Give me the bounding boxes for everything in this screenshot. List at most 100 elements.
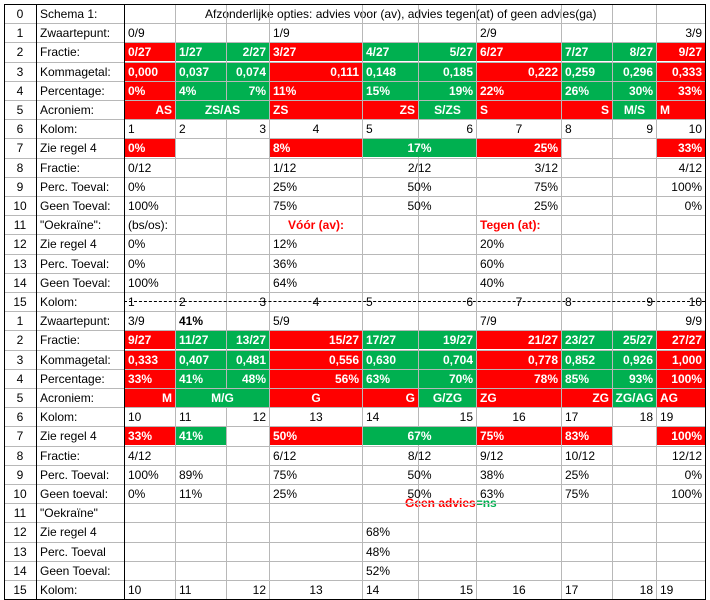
table-cell[interactable]: 6/12 [273,449,297,463]
row-index[interactable]: 6 [16,410,24,424]
table-cell[interactable]: 100% [671,180,702,194]
table-cell[interactable]: 0,000 [125,63,175,81]
row-index[interactable]: 10 [13,487,27,501]
table-cell[interactable]: 18 [639,410,653,424]
table-cell[interactable]: G [363,389,418,407]
table-cell[interactable]: 64% [273,276,298,290]
table-cell[interactable]: 30% [613,82,656,100]
table-cell[interactable]: 2/27 [227,43,269,61]
row-index[interactable]: 1 [16,314,24,328]
table-cell[interactable]: 12% [273,237,298,251]
row-index[interactable]: 9 [16,180,24,194]
table-cell[interactable]: 2/12 [407,161,432,175]
table-cell[interactable]: 2/9 [480,26,497,40]
table-cell[interactable]: 10 [128,583,142,597]
row-label[interactable]: Kommagetal: [40,65,111,79]
table-cell[interactable]: 33% [125,370,175,388]
table-cell[interactable]: 33% [657,139,705,157]
row-label[interactable]: Percentage: [40,84,105,98]
table-cell[interactable]: 75% [533,180,558,194]
table-cell[interactable]: S [477,101,561,119]
table-cell[interactable]: 1/12 [273,161,297,175]
row-label[interactable]: Kolom: [40,122,78,136]
table-cell[interactable]: 25% [273,487,298,501]
table-cell[interactable]: 67% [363,427,476,445]
table-cell[interactable]: 0% [128,257,146,271]
table-cell[interactable]: Tegen (at): [480,218,541,232]
table-cell[interactable]: 4/27 [363,43,418,61]
table-cell[interactable]: 7 [515,295,523,309]
table-cell[interactable]: 0,704 [419,351,476,369]
table-cell[interactable]: 0/27 [125,43,175,61]
table-cell[interactable]: 0% [684,468,702,482]
table-cell[interactable]: 10 [688,295,702,309]
table-cell[interactable]: 3/27 [270,43,362,61]
table-cell[interactable]: S/ZS [419,101,476,119]
row-label[interactable]: Kolom: [40,583,78,597]
table-cell[interactable]: 25/27 [613,331,656,349]
table-cell[interactable]: 100% [128,199,159,213]
table-cell[interactable]: 20% [480,237,505,251]
row-index[interactable]: 2 [16,333,24,347]
table-cell[interactable]: 63% [480,487,505,501]
table-cell[interactable]: AG [657,389,705,407]
row-label[interactable] [36,4,124,24]
table-cell[interactable]: 25% [477,139,561,157]
table-cell[interactable]: 15 [459,583,473,597]
row-label[interactable]: Fractie: [40,449,81,463]
table-cell[interactable]: 0% [125,82,175,100]
table-cell[interactable]: 33% [125,427,175,445]
row-index[interactable]: 0 [16,7,24,21]
table-cell[interactable]: 50% [407,487,432,501]
table-cell[interactable]: 15/27 [270,331,362,349]
table-cell[interactable]: 40% [480,276,505,290]
table-cell[interactable]: 18 [639,583,653,597]
row-index[interactable]: 8 [16,449,24,463]
table-cell[interactable]: 8 [565,122,572,136]
table-cell[interactable]: 9 [646,295,653,309]
table-cell[interactable]: 1,000 [657,351,705,369]
table-cell[interactable]: 7 [515,122,523,136]
row-index[interactable]: 3 [16,353,24,367]
table-cell[interactable]: G/ZG [419,389,476,407]
table-cell[interactable]: ZG [562,389,612,407]
row-label[interactable]: Perc. Toeval: [40,257,110,271]
table-cell[interactable]: 3/9 [128,314,145,328]
table-cell[interactable]: 9/12 [480,449,504,463]
table-cell[interactable]: 4% [176,82,226,100]
table-cell[interactable]: 15% [363,82,418,100]
table-cell[interactable]: 0% [128,237,146,251]
table-cell[interactable]: 38% [480,468,505,482]
table-cell[interactable]: 0,333 [125,351,175,369]
row-label[interactable]: Acroniem: [40,391,95,405]
table-cell[interactable]: 60% [480,257,505,271]
table-cell[interactable]: 68% [366,525,391,539]
table-cell[interactable]: 9/27 [125,331,175,349]
table-cell[interactable]: 50% [270,427,362,445]
table-cell[interactable]: ZG [477,389,561,407]
row-index[interactable]: 4 [16,372,24,386]
row-index[interactable]: 14 [13,276,27,290]
table-cell[interactable]: 6/27 [477,43,561,61]
table-cell[interactable]: 25% [565,468,590,482]
table-cell[interactable]: 17% [363,139,476,157]
row-index[interactable]: 13 [13,257,27,271]
table-cell[interactable]: 70% [419,370,476,388]
row-label[interactable]: Percentage: [40,372,105,386]
table-cell[interactable]: ZS/AS [176,101,269,119]
table-cell[interactable]: 11% [179,487,203,501]
table-cell[interactable]: 22% [477,82,561,100]
table-cell[interactable]: 16 [512,410,526,424]
table-cell[interactable]: 7/27 [562,43,612,61]
table-cell[interactable]: 100% [128,468,159,482]
table-cell[interactable]: Vóór (av): [287,218,344,232]
table-cell[interactable]: 56% [270,370,362,388]
table-cell[interactable]: 3 [259,295,266,309]
row-index[interactable]: 14 [13,564,27,578]
table-cell[interactable]: 0,185 [419,63,476,81]
table-cell[interactable]: 75% [273,468,298,482]
row-label[interactable]: Zie regel 4 [40,429,97,443]
table-cell[interactable]: 9 [646,122,653,136]
table-cell[interactable]: M [657,101,705,119]
table-cell[interactable]: 14 [366,583,380,597]
